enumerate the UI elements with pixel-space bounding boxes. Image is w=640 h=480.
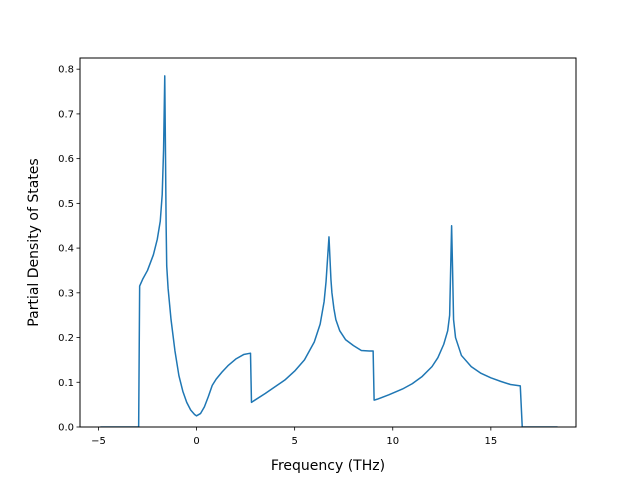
plot-area — [100, 75, 558, 427]
y-tick-label: 0.4 — [58, 244, 74, 255]
x-tick-label: −5 — [91, 436, 106, 447]
axes-frame — [79, 57, 577, 428]
y-tick-label: 0.8 — [58, 65, 74, 76]
y-tick-label: 0.1 — [58, 378, 74, 389]
x-tick-label: 0 — [193, 436, 199, 447]
x-tick-label: 10 — [386, 436, 399, 447]
x-tick-label: 15 — [484, 436, 497, 447]
x-tick-label: 5 — [291, 436, 297, 447]
y-tick-label: 0.2 — [58, 333, 74, 344]
y-tick-label: 0.6 — [58, 154, 74, 165]
y-tick-label: 0.7 — [58, 109, 74, 120]
y-tick-label: 0.0 — [58, 423, 74, 434]
y-tick-label: 0.3 — [58, 288, 74, 299]
series-line-0 — [100, 75, 558, 427]
axes-ticks: −5 0 5 10 15 0.0 0.1 0.2 0.3 0.4 0.5 0.6 0.7 0.8 — [58, 65, 497, 447]
y-axis-label: Partial Density of States — [26, 158, 42, 326]
x-axis-label: Frequency (THz) — [271, 458, 385, 474]
y-tick-label: 0.5 — [58, 199, 74, 210]
